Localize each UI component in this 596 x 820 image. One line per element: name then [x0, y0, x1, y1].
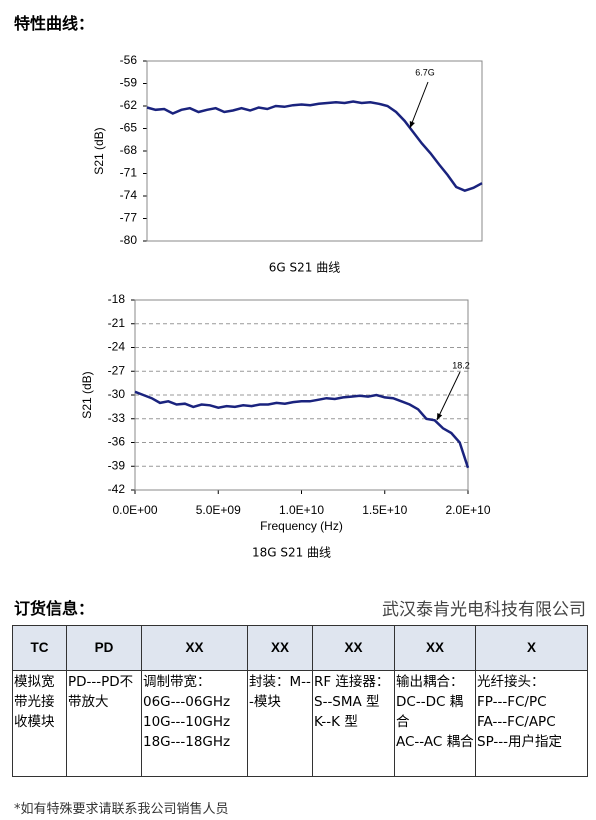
- order-title: 订货信息：: [14, 599, 95, 618]
- annotation-arrow: [436, 371, 461, 421]
- charts: -56 -59 -62 -65 -68 -71 -74 -77 -80 6.7G S21 (dB) 6…: [80, 53, 491, 560]
- cell-line: 18G---18GHz: [143, 734, 231, 750]
- cell-line: K--K 型: [314, 714, 358, 730]
- footnote: *如有特殊要求请联系我公司销售人员: [14, 802, 229, 817]
- cell-line: S--SMA 型: [314, 694, 380, 710]
- y-tick-label: -21: [108, 316, 126, 330]
- table-cell: RF 连接器： S--SMA 型 K--K 型: [312, 670, 395, 777]
- header-cell: PD: [66, 625, 142, 671]
- x-tick-label: 1.5E+10: [362, 503, 407, 517]
- cell-line: 调制带宽：: [143, 674, 211, 690]
- x-tick-label: 0.0E+00: [112, 503, 157, 517]
- cell-line: 封装：M---模块: [249, 674, 311, 710]
- y-tick-label: -74: [120, 188, 138, 202]
- annotation-arrow: [409, 81, 429, 129]
- y-tick-label: -42: [108, 482, 126, 496]
- table-cell: 调制带宽： 06G---06GHz 10G---10GHz 18G---18GHz: [141, 670, 248, 777]
- plot-frame: [134, 299, 469, 491]
- x-tick-label: 1.0E+10: [279, 503, 324, 517]
- order-table: TC PD XX XX XX XX X 模拟宽带光接收模块 PD---PD不带放大 调制带宽： 0…: [12, 625, 588, 777]
- x-tick-label: 2.0E+10: [445, 503, 490, 517]
- arrow-head: [409, 121, 415, 128]
- x-axis-label: Frequency (Hz): [260, 519, 343, 533]
- arrow-head: [437, 413, 443, 420]
- y-tick-label: -39: [108, 458, 126, 472]
- plot-frame: [146, 60, 483, 242]
- header-cell: XX: [312, 625, 395, 671]
- y-tick-label: -71: [120, 166, 138, 180]
- y-tick-label: -59: [120, 76, 138, 90]
- x-tick-label: 5.0E+09: [196, 503, 241, 517]
- cell-line: SP---用户指定: [477, 734, 563, 750]
- body-row: 模拟宽带光接收模块 PD---PD不带放大 调制带宽： 06G---06GHz 10G-…: [12, 670, 588, 777]
- table-cell: 输出耦合： DC--DC 耦合 AC--AC 耦合: [394, 670, 476, 777]
- cell-line: PD---PD不带放大: [68, 674, 134, 710]
- cell-line: FP---FC/PC: [477, 694, 547, 710]
- cell-line: 10G---10GHz: [143, 714, 231, 730]
- y-tick-label: -62: [120, 98, 138, 112]
- table-cell: 光纤接头： FP---FC/PC FA---FC/APC SP---用户指定: [475, 670, 588, 777]
- cell-line: 输出耦合：: [396, 674, 464, 690]
- cell-line: 06G---06GHz: [143, 694, 231, 710]
- cell-line: DC--DC 耦合: [396, 694, 464, 730]
- company: 武汉泰肯光电科技有限公司: [382, 600, 586, 620]
- table-cell: 模拟宽带光接收模块: [12, 670, 67, 777]
- chart-caption: 18G S21 曲线: [252, 546, 331, 560]
- y-tick-label: -65: [120, 121, 138, 135]
- table-cell: PD---PD不带放大: [66, 670, 142, 777]
- data-line: [146, 100, 483, 193]
- header-cell: XX: [247, 625, 313, 671]
- y-tick-label: -18: [108, 292, 126, 306]
- header-cell: TC: [12, 625, 67, 671]
- header-cell: XX: [394, 625, 476, 671]
- section-title: 特性曲线：: [14, 14, 95, 33]
- cell-line: AC--AC 耦合: [396, 734, 474, 750]
- y-tick-label: -77: [120, 211, 138, 225]
- y-tick-label: -56: [120, 53, 138, 67]
- y-tick-label: -24: [108, 340, 126, 354]
- table-cell: 封装：M---模块: [247, 670, 313, 777]
- y-axis-label: S21 (dB): [92, 127, 106, 174]
- cell-line: FA---FC/APC: [477, 714, 556, 730]
- annotation: 6.7G: [415, 67, 435, 77]
- cell-line: RF 连接器：: [314, 674, 390, 690]
- y-axis-label: S21 (dB): [80, 371, 94, 418]
- annotation: 18.2: [452, 360, 470, 370]
- y-tick-label: -33: [108, 411, 126, 425]
- y-tick-label: -68: [120, 143, 138, 157]
- header-cell: X: [475, 625, 588, 671]
- chart-caption: 6G S21 曲线: [269, 261, 340, 275]
- cell-line: 模拟宽带光接收模块: [14, 674, 55, 730]
- y-tick-label: -30: [108, 387, 126, 401]
- y-tick-label: -27: [108, 363, 126, 377]
- header-cell: XX: [141, 625, 248, 671]
- y-tick-label: -80: [120, 233, 138, 247]
- header-row: TC PD XX XX XX XX X: [12, 625, 588, 671]
- data-line: [134, 390, 470, 469]
- cell-line: 光纤接头：: [477, 674, 545, 690]
- y-tick-label: -36: [108, 435, 126, 449]
